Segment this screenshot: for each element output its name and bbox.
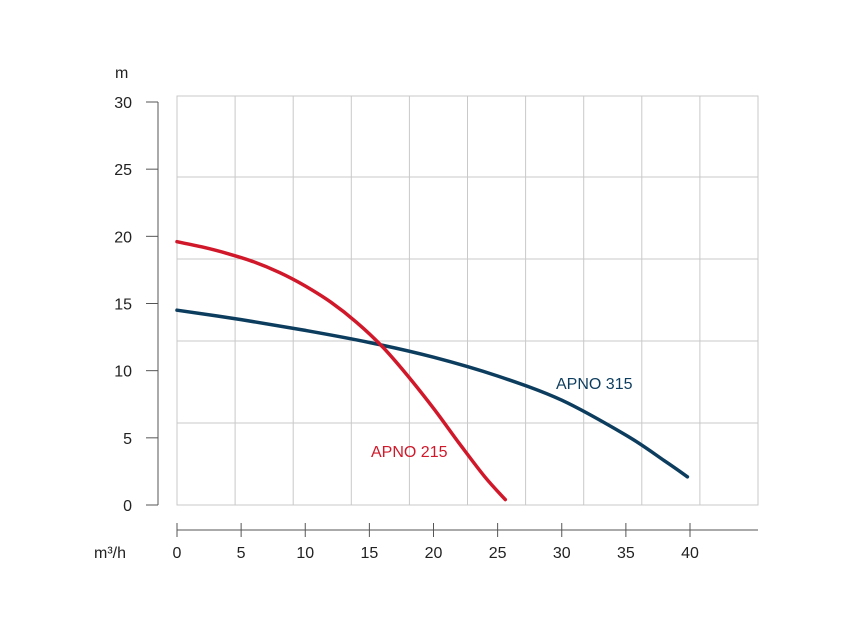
series-lines <box>175 239 690 502</box>
ticks: 0 5 10 15 20 25 30 0 5 10 15 20 25 30 35 40 <box>114 95 699 562</box>
y-tick-label: 15 <box>114 297 132 314</box>
x-tick-label: 0 <box>173 545 182 562</box>
y-tick-label: 20 <box>114 229 132 246</box>
grid <box>176 95 759 506</box>
y-tick-label: 30 <box>114 95 132 112</box>
series-label-apno-215: APNO 215 <box>371 444 448 461</box>
x-tick-label: 25 <box>489 545 507 562</box>
y-tick-label: 10 <box>114 364 132 381</box>
x-axis-label: m³/h <box>94 545 126 562</box>
y-tick-label: 25 <box>114 162 132 179</box>
x-tick-label: 30 <box>553 545 571 562</box>
y-axis-label: m <box>115 65 128 82</box>
x-tick-label: 35 <box>617 545 635 562</box>
series-label-apno-315: APNO 315 <box>556 376 633 393</box>
y-tick-label: 5 <box>123 431 132 448</box>
x-tick-label: 10 <box>296 545 314 562</box>
axes <box>157 102 758 531</box>
x-tick-label: 5 <box>237 545 246 562</box>
x-tick-label: 15 <box>360 545 378 562</box>
y-tick-label: 0 <box>123 498 132 515</box>
series-line-apno-215 <box>175 239 508 502</box>
x-tick-label: 40 <box>681 545 699 562</box>
series-line-apno-315 <box>175 308 690 479</box>
x-tick-label: 20 <box>425 545 443 562</box>
